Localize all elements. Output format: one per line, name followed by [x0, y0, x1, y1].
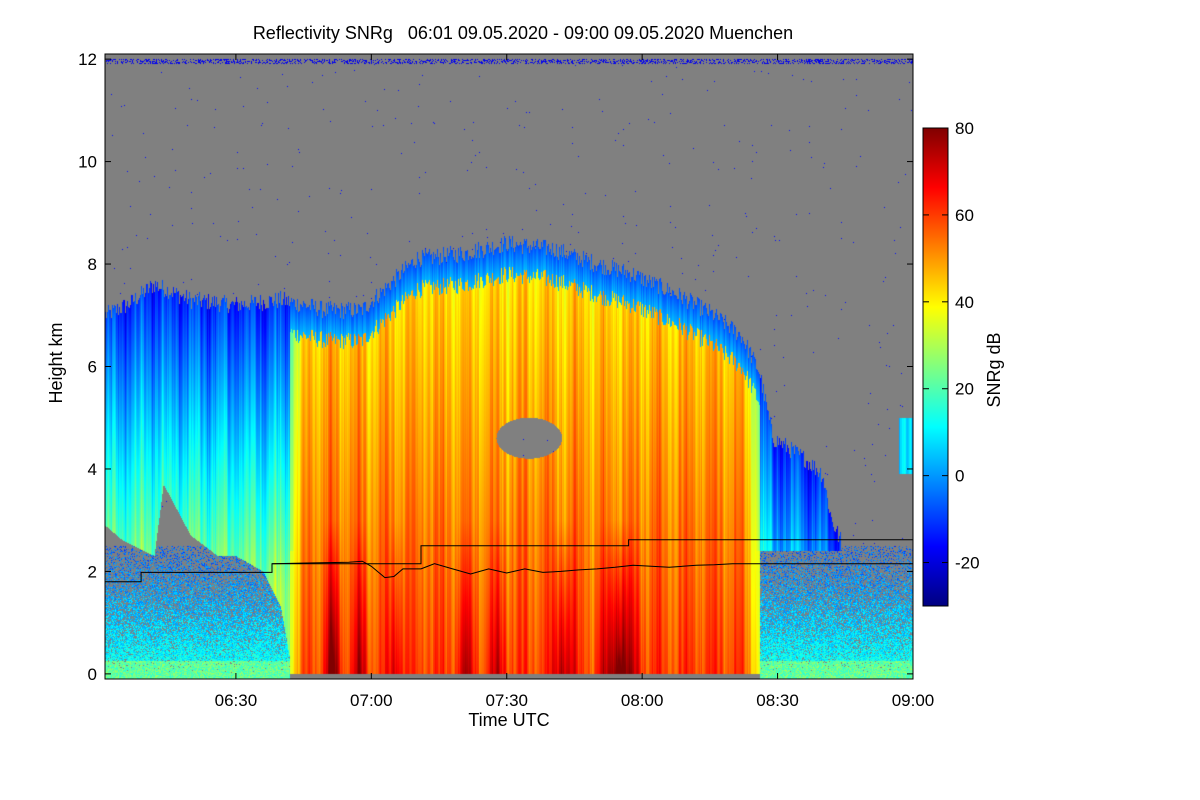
y-axis-title: Height km	[46, 322, 66, 403]
colorbar-tick-label: 0	[955, 467, 964, 486]
colorbar-gradient	[922, 127, 949, 607]
colorbar: 80 60 40 20 0 -20 SNRg dB	[922, 119, 1004, 607]
y-tick-label: 12	[78, 50, 97, 69]
x-tick-label: 08:00	[621, 691, 664, 710]
colorbar-tick-label: 80	[955, 119, 974, 138]
y-tick-label: 6	[88, 358, 97, 377]
heatmap-field	[105, 54, 913, 679]
y-tick-label: 8	[88, 255, 97, 274]
colorbar-tick-label: -20	[955, 554, 980, 573]
y-tick-label: 10	[78, 153, 97, 172]
colorbar-title: SNRg dB	[984, 332, 1004, 407]
x-axis: 06:30 07:00 07:30 08:00 08:30 09:00	[215, 54, 935, 710]
x-axis-title: Time UTC	[468, 710, 549, 730]
overlay-line	[271, 560, 913, 579]
x-tick-label: 08:30	[756, 691, 799, 710]
overlay-lines	[105, 539, 913, 583]
plot-area	[104, 53, 914, 680]
colorbar-ticks: 80 60 40 20 0 -20	[923, 119, 980, 573]
y-tick-label: 2	[88, 562, 97, 581]
x-tick-label: 09:00	[892, 691, 935, 710]
x-tick-label: 07:00	[350, 691, 393, 710]
colorbar-tick-label: 20	[955, 380, 974, 399]
x-tick-label: 07:30	[485, 691, 528, 710]
y-tick-label: 4	[88, 460, 97, 479]
overlay-line	[105, 539, 913, 583]
colorbar-tick-label: 40	[955, 293, 974, 312]
y-tick-label: 0	[88, 665, 97, 684]
y-axis: 0 2 4 6 8 10 12	[78, 50, 913, 684]
x-tick-label: 06:30	[215, 691, 258, 710]
colorbar-tick-label: 60	[955, 206, 974, 225]
chart-title: Reflectivity SNRg 06:01 09.05.2020 - 09:…	[253, 23, 793, 43]
